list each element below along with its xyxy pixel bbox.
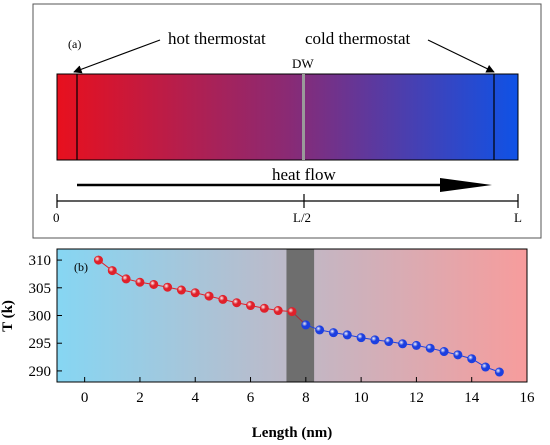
series-0-point xyxy=(273,306,283,316)
series-0-point xyxy=(121,274,131,284)
series-1-point xyxy=(425,343,435,353)
plot-layer xyxy=(93,255,504,377)
y-tick-label: 300 xyxy=(29,309,52,325)
scale-label-mid: L/2 xyxy=(293,210,311,225)
series-0-point xyxy=(204,291,214,301)
series-0-point xyxy=(176,285,186,295)
hot-pointer-arrow xyxy=(73,39,161,74)
series-0-point xyxy=(93,255,103,265)
dw-label: DW xyxy=(292,56,314,71)
series-1-point xyxy=(342,330,352,340)
series-1-point xyxy=(315,325,325,335)
series-1-point xyxy=(370,335,380,345)
cold-pointer-arrow xyxy=(427,39,495,73)
x-tick-label: 0 xyxy=(81,390,89,406)
x-tick-label: 8 xyxy=(302,390,310,406)
series-1-point xyxy=(398,339,408,349)
panel-b-label: (b) xyxy=(74,260,88,274)
thermal-bar xyxy=(56,73,519,161)
series-0-point xyxy=(259,303,269,313)
heat-flow-label: heat flow xyxy=(272,165,336,184)
series-1-point xyxy=(453,350,463,360)
hot-thermostat-label: hot thermostat xyxy=(168,29,266,48)
axis-layer: 0 2 4 6 8 10 12 14 16 290 295 300 305 310 xyxy=(29,253,536,406)
series-1-point xyxy=(481,362,491,372)
series-0-point xyxy=(287,307,297,317)
scale-label-start: 0 xyxy=(53,210,60,225)
series-1-point xyxy=(356,333,366,343)
y-axis-label: T (k) xyxy=(0,300,16,332)
y-tick-label: 310 xyxy=(29,253,52,269)
series-0-point xyxy=(149,279,159,289)
series-0-point xyxy=(190,288,200,298)
y-tick-label: 295 xyxy=(29,336,52,352)
panel-a: (a) hot thermostat cold thermostat DW he… xyxy=(32,3,542,239)
series-1-point xyxy=(301,320,311,330)
domain-wall-line xyxy=(302,74,305,160)
series-0-point xyxy=(218,294,228,304)
cold-thermostat-label: cold thermostat xyxy=(305,29,411,48)
x-tick-label: 12 xyxy=(409,390,424,406)
series-1-point xyxy=(494,367,504,377)
series-1-point xyxy=(384,337,394,347)
series-0-point xyxy=(107,266,117,276)
scale-label-end: L xyxy=(514,210,522,225)
panel-b: 0 2 4 6 8 10 12 14 16 290 295 300 305 310 (b) Length … xyxy=(0,248,536,441)
series-0-point xyxy=(135,277,145,287)
panel-a-frame xyxy=(32,3,542,239)
series-0-point xyxy=(163,282,173,292)
series-0-point xyxy=(232,298,242,308)
heat-flow-arrowhead xyxy=(440,178,492,192)
series-1-point xyxy=(411,340,421,350)
x-tick-label: 6 xyxy=(247,390,255,406)
series-1-point xyxy=(467,354,477,364)
panel-a-label: (a) xyxy=(68,37,81,51)
series-0-point xyxy=(246,301,256,311)
x-tick-label: 10 xyxy=(354,390,369,406)
series-1-point xyxy=(328,328,338,338)
x-tick-label: 4 xyxy=(191,390,199,406)
x-tick-label: 16 xyxy=(520,390,536,406)
y-tick-label: 305 xyxy=(29,281,52,297)
x-tick-label: 2 xyxy=(136,390,144,406)
x-axis-label: Length (nm) xyxy=(252,425,332,441)
x-tick-label: 14 xyxy=(464,390,480,406)
y-tick-label: 290 xyxy=(29,364,52,380)
series-1-point xyxy=(439,347,449,357)
